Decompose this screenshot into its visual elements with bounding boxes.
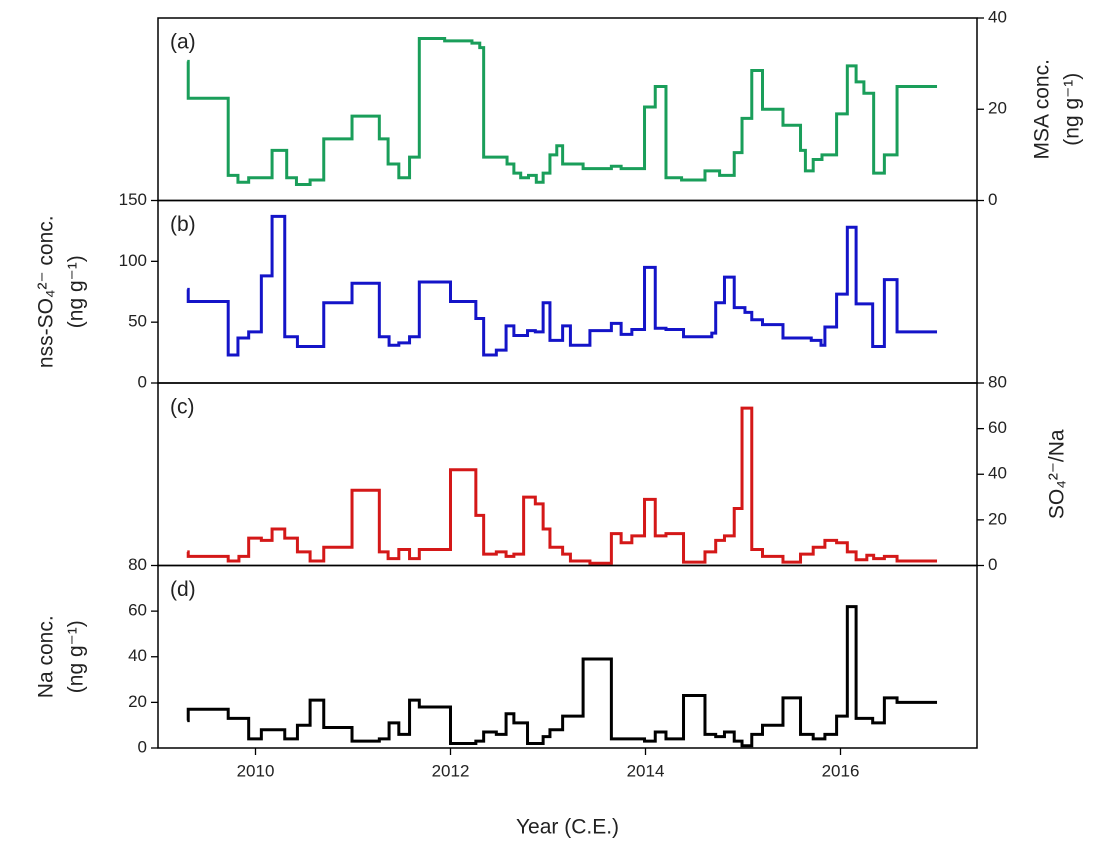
panel-frame [157, 17, 978, 202]
x-tick-label: 2014 [627, 761, 665, 780]
y-tick-label: 40 [988, 464, 1007, 483]
y-tick-label: 80 [128, 555, 147, 574]
y-axis-label: nss-SO₄²⁻ conc. [35, 215, 58, 368]
y-tick-label: 80 [988, 372, 1007, 391]
panel-label: (d) [170, 578, 196, 601]
y-tick-label: 0 [988, 190, 997, 209]
panel-frame [157, 382, 978, 567]
y-axis-label: MSA conc. [1031, 59, 1054, 159]
panel-frame [157, 564, 978, 749]
y-tick-label: 150 [119, 190, 147, 209]
y-axis-label: SO₄²⁻/Na [1046, 429, 1069, 519]
y-tick-label: 40 [128, 646, 147, 665]
y-tick-label: 40 [988, 7, 1007, 26]
y-tick-label: 0 [138, 737, 147, 756]
y-tick-label: 100 [119, 251, 147, 270]
y-tick-label: 50 [128, 312, 147, 331]
panel-label: (b) [170, 213, 196, 236]
y-axis-label: (ng g⁻¹) [65, 255, 88, 328]
y-tick-label: 20 [988, 99, 1007, 118]
data-line [186, 214, 938, 357]
y-tick-label: 60 [128, 601, 147, 620]
y-tick-label: 20 [988, 509, 1007, 528]
y-tick-label: 0 [988, 555, 997, 574]
y-tick-label: 60 [988, 418, 1007, 437]
panel-label: (c) [170, 396, 195, 419]
data-line [186, 406, 938, 565]
y-axis-label: (ng g⁻¹) [1061, 73, 1084, 146]
data-line [186, 605, 938, 748]
y-tick-label: 0 [138, 372, 147, 391]
x-axis-label: Year (C.E.) [516, 816, 619, 839]
x-tick-label: 2012 [432, 761, 470, 780]
data-line [186, 37, 938, 187]
panel-label: (a) [170, 31, 196, 54]
x-tick-label: 2016 [822, 761, 860, 780]
y-axis-label: (ng g⁻¹) [65, 620, 88, 693]
y-tick-label: 20 [128, 692, 147, 711]
x-tick-label: 2010 [237, 761, 275, 780]
y-axis-label: Na conc. [35, 615, 58, 698]
